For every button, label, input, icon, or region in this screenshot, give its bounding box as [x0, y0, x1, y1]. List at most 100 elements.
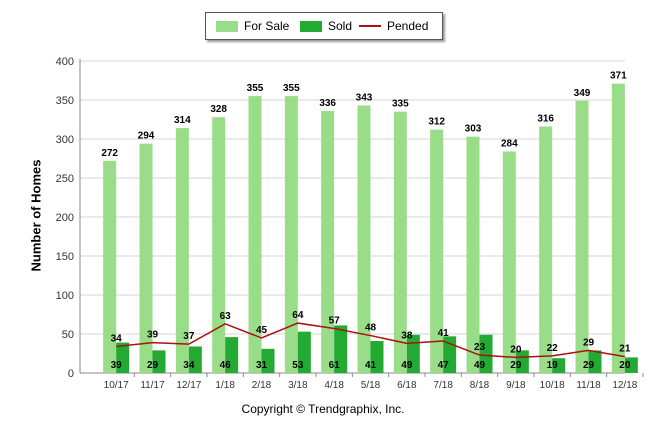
- legend-swatch-sold: [300, 20, 322, 32]
- data-label-pended: 22: [547, 343, 559, 354]
- line-pended: [116, 322, 625, 359]
- bar-for-sale: [321, 110, 335, 374]
- bar-sold: [116, 342, 130, 373]
- bar-for-sale: [466, 136, 480, 373]
- data-label-sold: 46: [220, 360, 232, 371]
- bar-sold: [334, 325, 348, 373]
- copyright-text: Copyright © Trendgraphix, Inc.: [241, 402, 405, 416]
- bar-sold: [225, 337, 239, 373]
- legend-item-pended: Pended: [359, 19, 428, 33]
- x-tick-label: 2/18: [252, 380, 272, 391]
- data-label-sold: 31: [256, 360, 268, 371]
- x-tick-label: 5/18: [361, 380, 381, 391]
- bar-for-sale: [430, 129, 444, 373]
- x-tick-label: 9/18: [506, 380, 526, 391]
- data-label-for-sale: 316: [537, 114, 554, 125]
- legend: For Sale Sold Pended: [205, 12, 443, 40]
- data-label-for-sale: 349: [574, 88, 591, 99]
- bar-for-sale: [357, 105, 371, 374]
- legend-label-for-sale: For Sale: [244, 19, 290, 33]
- data-label-sold: 49: [401, 360, 413, 371]
- data-label-pended: 20: [510, 344, 522, 355]
- bar-sold: [624, 357, 638, 373]
- bar-for-sale: [175, 128, 189, 373]
- bar-for-sale: [212, 117, 226, 373]
- x-tick-label: 8/18: [470, 380, 490, 391]
- data-label-pended: 23: [474, 342, 486, 353]
- legend-swatch-for-sale: [216, 20, 238, 32]
- data-label-sold: 29: [510, 360, 522, 371]
- y-tick-label: 250: [56, 173, 74, 185]
- data-label-for-sale: 343: [356, 92, 373, 103]
- data-label-for-sale: 336: [319, 98, 336, 109]
- bar-sold: [188, 346, 202, 373]
- bar-sold: [406, 334, 420, 373]
- bar-sold: [552, 358, 566, 373]
- data-label-for-sale: 314: [174, 115, 191, 126]
- y-tick-label: 300: [56, 134, 74, 146]
- data-label-for-sale: 335: [392, 99, 409, 110]
- data-label-sold: 20: [619, 360, 631, 371]
- data-label-sold: 61: [329, 360, 341, 371]
- bar-for-sale: [284, 96, 298, 373]
- bar-for-sale: [611, 83, 625, 374]
- bar-sold: [152, 350, 166, 373]
- data-label-pended: 64: [292, 310, 304, 321]
- bar-for-sale: [575, 100, 589, 373]
- bar-for-sale: [393, 111, 407, 373]
- data-label-for-sale: 272: [101, 148, 118, 159]
- bar-for-sale: [139, 143, 153, 373]
- y-tick-label: 0: [68, 368, 74, 380]
- data-label-sold: 29: [583, 360, 595, 371]
- y-tick-label: 50: [62, 329, 74, 341]
- bar-sold: [515, 350, 529, 373]
- data-label-pended: 34: [111, 333, 123, 344]
- x-tick-label: 12/18: [612, 380, 637, 391]
- legend-label-sold: Sold: [328, 19, 353, 33]
- legend-swatch-pended: [359, 25, 381, 27]
- bar-sold: [588, 350, 602, 373]
- data-label-pended: 57: [329, 316, 341, 327]
- data-label-pended: 21: [619, 344, 631, 355]
- bar-for-sale: [502, 151, 516, 373]
- bar-for-sale: [539, 126, 553, 374]
- x-tick-label: 11/17: [140, 380, 165, 391]
- x-tick-label: 12/17: [176, 380, 201, 391]
- bar-sold: [297, 331, 311, 373]
- data-label-for-sale: 284: [501, 138, 518, 149]
- y-tick-label: 350: [56, 95, 74, 107]
- y-tick-label: 150: [56, 251, 74, 263]
- bar-sold: [479, 334, 493, 373]
- data-label-pended: 38: [401, 330, 413, 341]
- data-label-pended: 29: [583, 337, 595, 348]
- data-label-sold: 49: [474, 360, 486, 371]
- bar-for-sale: [103, 160, 117, 373]
- bar-sold: [261, 348, 275, 373]
- bar-for-sale: [248, 96, 262, 373]
- data-label-pended: 63: [220, 311, 232, 322]
- data-label-sold: 34: [183, 360, 195, 371]
- data-label-sold: 41: [365, 360, 377, 371]
- data-label-for-sale: 355: [283, 83, 300, 94]
- x-tick-label: 6/18: [397, 380, 417, 391]
- data-label-for-sale: 303: [465, 124, 482, 135]
- data-label-sold: 29: [147, 360, 159, 371]
- legend-label-pended: Pended: [387, 19, 429, 33]
- data-label-pended: 48: [365, 323, 377, 334]
- y-tick-label: 200: [56, 212, 74, 224]
- x-tick-label: 10/18: [540, 380, 565, 391]
- data-label-pended: 37: [183, 331, 195, 342]
- data-label-pended: 45: [256, 325, 268, 336]
- data-label-sold: 19: [547, 360, 559, 371]
- data-label-for-sale: 355: [247, 83, 264, 94]
- data-label-sold: 53: [292, 360, 304, 371]
- data-label-for-sale: 328: [210, 104, 227, 115]
- x-tick-label: 4/18: [324, 380, 344, 391]
- data-label-pended: 41: [438, 328, 450, 339]
- x-tick-label: 7/18: [433, 380, 453, 391]
- x-tick-label: 3/18: [288, 380, 308, 391]
- data-label-for-sale: 294: [138, 131, 155, 142]
- data-label-sold: 39: [111, 360, 123, 371]
- bar-sold: [370, 341, 384, 373]
